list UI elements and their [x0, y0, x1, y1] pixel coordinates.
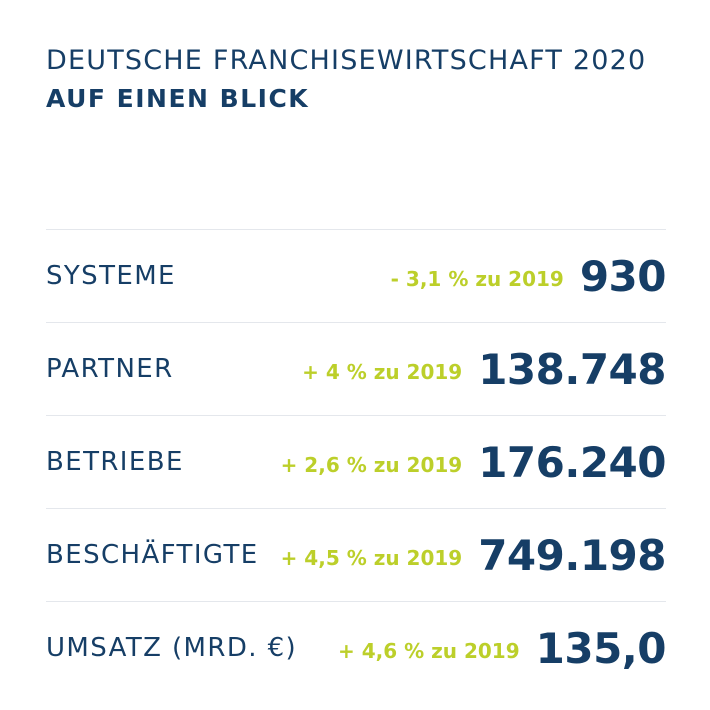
page-subtitle: AUF EINEN BLICK: [46, 84, 310, 113]
stat-value: 749.198: [478, 530, 666, 580]
stat-value: 138.748: [478, 344, 666, 394]
stat-label: UMSATZ (MRD. €): [46, 633, 298, 663]
stat-change: + 4,6 % zu 2019: [338, 639, 520, 663]
stat-label: SYSTEME: [46, 261, 176, 291]
stat-row-betriebe: BETRIEBE + 2,6 % zu 2019 176.240: [46, 415, 666, 508]
stat-row-umsatz: UMSATZ (MRD. €) + 4,6 % zu 2019 135,0: [46, 601, 667, 694]
stat-value: 135,0: [535, 623, 667, 673]
stat-change: + 4 % zu 2019: [302, 360, 463, 384]
stat-change: + 4,5 % zu 2019: [280, 546, 463, 570]
page-title: DEUTSCHE FRANCHISEWIRTSCHAFT 2020: [46, 45, 647, 76]
stat-label: PARTNER: [46, 354, 174, 384]
stat-value: 930: [579, 251, 667, 301]
stat-row-systeme: SYSTEME - 3,1 % zu 2019 930: [46, 229, 667, 322]
stat-row-partner: PARTNER + 4 % zu 2019 138.748: [46, 322, 666, 415]
stat-change: - 3,1 % zu 2019: [390, 267, 564, 291]
stat-change: + 2,6 % zu 2019: [280, 453, 463, 477]
stats-list: SYSTEME - 3,1 % zu 2019 930 PARTNER + 4 …: [46, 229, 667, 694]
stat-row-beschaeftigte: BESCHÄFTIGTE + 4,5 % zu 2019 749.198: [46, 508, 666, 601]
stat-label: BESCHÄFTIGTE: [46, 540, 259, 570]
stat-label: BETRIEBE: [46, 447, 184, 477]
stat-value: 176.240: [478, 437, 666, 487]
heading: DEUTSCHE FRANCHISEWIRTSCHAFT 2020 AUF EI…: [46, 44, 686, 116]
